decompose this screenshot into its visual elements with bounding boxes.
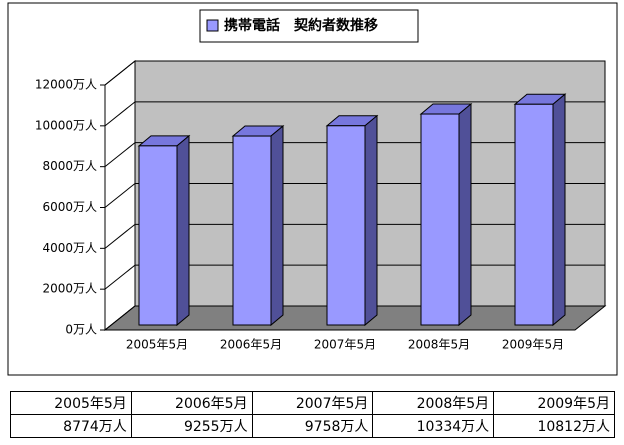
y-tick-label: 12000万人 [35,78,97,92]
x-tick-label: 2006年5月 [220,338,282,352]
value-row: 8774万人 9255万人 9758万人 10334万人 10812万人 [10,414,615,438]
legend [199,9,419,43]
y-tick-label: 6000万人 [42,200,97,214]
x-tick-label: 2009年5月 [502,338,564,352]
y-tick-label: 10000万人 [35,118,97,132]
x-tick-label: 2005年5月 [126,338,188,352]
x-tick-label: 2008年5月 [408,338,470,352]
y-tick-label: 2000万人 [42,282,97,296]
table-category: 2006年5月 [130,391,253,415]
bar [420,113,460,326]
table-category: 2008年5月 [372,391,495,415]
table-category: 2005年5月 [10,391,132,415]
table-category: 2009年5月 [493,391,615,415]
data-table: 2005年5月 2006年5月 2007年5月 2008年5月 2009年5月 8774… [10,391,615,438]
legend-label: 携帯電話 契約者数推移 [224,17,378,34]
chart: 0万人 2000万人 4000万人 6000万人 8000万人 10000万人 12000万… [7,2,618,376]
bar [138,145,178,326]
bar [326,125,366,326]
bar-side [458,102,472,327]
grid-line [104,60,136,86]
table-value: 8774万人 [10,414,132,438]
bar [514,103,554,326]
bar-side [176,134,190,327]
bar-side [270,124,284,327]
table-value: 10334万人 [372,414,495,438]
grid-line [104,101,136,127]
grid-line [104,183,136,208]
legend-swatch [206,19,219,32]
grid-line [104,305,136,331]
category-row: 2005年5月 2006年5月 2007年5月 2008年5月 2009年5月 [10,391,615,415]
y-tick-label: 8000万人 [42,159,97,173]
table-value: 9255万人 [130,414,253,438]
x-tick-label: 2007年5月 [314,338,376,352]
table-value: 9758万人 [251,414,374,438]
bar [232,135,272,326]
table-value: 10812万人 [493,414,615,438]
table-category: 2007年5月 [251,391,374,415]
bar-side [552,93,566,327]
bar-side [364,114,378,327]
bars [137,93,567,327]
grid-line [104,142,136,168]
y-tick-label: 0万人 [65,323,97,337]
grid-line [104,223,136,249]
grid-line [104,264,136,290]
y-tick-label: 4000万人 [42,241,97,255]
